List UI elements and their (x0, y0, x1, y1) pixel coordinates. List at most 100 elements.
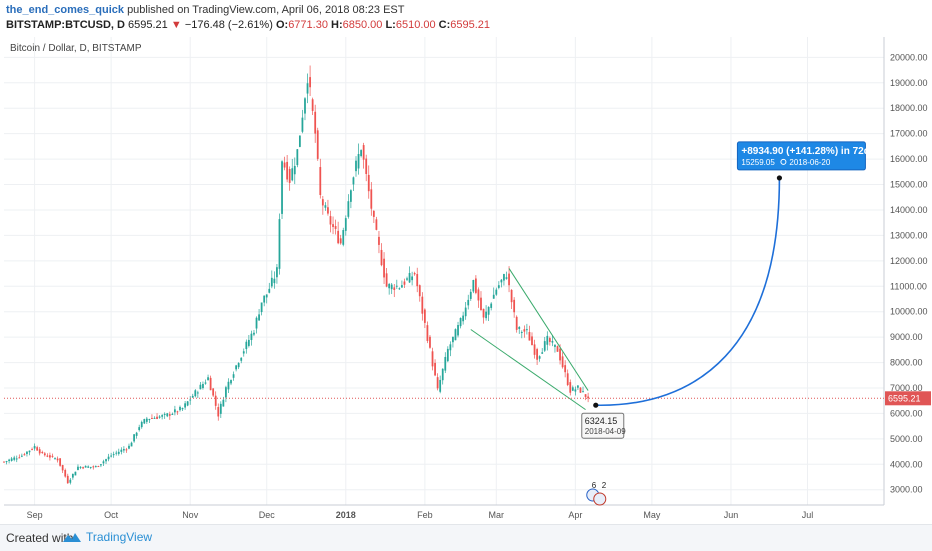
candle-up (174, 409, 176, 413)
candle-down (375, 219, 378, 230)
candle-up (89, 466, 92, 468)
candle-up (120, 449, 123, 452)
candle-up (444, 356, 447, 371)
candle-up (79, 466, 82, 468)
candle-down (176, 411, 179, 413)
candle-down (36, 447, 39, 451)
candle-up (497, 285, 500, 288)
projection-start-box (581, 412, 625, 439)
candle-up (324, 205, 327, 208)
candle-up (406, 278, 408, 280)
candle-up (526, 329, 528, 331)
candle-up (452, 336, 454, 343)
candle-up (541, 352, 544, 354)
candle-down (64, 469, 67, 477)
candle-down (482, 308, 485, 318)
x-tick-label: May (643, 510, 661, 520)
candle-up (33, 446, 36, 449)
tradingview-brand[interactable]: TradingView (62, 530, 152, 544)
candle-up (278, 219, 281, 269)
candle-down (38, 449, 41, 454)
projection-curve[interactable] (595, 177, 781, 406)
candle-up (582, 391, 584, 393)
candle-up (181, 408, 184, 410)
x-tick-label: Oct (104, 510, 119, 520)
candle-down (92, 466, 95, 468)
candle-up (207, 377, 209, 381)
candle-up (347, 201, 350, 217)
candle-up (268, 288, 271, 293)
candle-down (311, 99, 314, 111)
candle-up (408, 273, 411, 283)
candle-up (77, 466, 79, 470)
candle-down (436, 377, 439, 389)
projection-end-change: +8934.90 (+141.28%) in 72d (741, 146, 869, 157)
candle-up (240, 357, 243, 361)
candle-up (352, 177, 355, 185)
candle-up (503, 274, 505, 281)
candle-down (548, 338, 551, 342)
candle-up (158, 416, 161, 418)
candle-down (217, 407, 220, 417)
candle-up (554, 344, 556, 347)
candle-up (191, 395, 194, 398)
candle-down (23, 454, 26, 456)
y-tick-label: 15000.00 (890, 180, 928, 190)
y-tick-label: 4000.00 (890, 459, 923, 469)
candle-down (477, 289, 480, 301)
candle-up (449, 344, 452, 351)
candle-down (332, 224, 334, 228)
candle-up (133, 434, 135, 442)
wedge-upper-line[interactable] (508, 268, 589, 391)
candle-down (339, 238, 342, 244)
event-count-label: 6 (592, 481, 597, 490)
wedge-lower-line[interactable] (470, 329, 586, 411)
y-tick-label: 19000.00 (890, 78, 928, 88)
candle-down (3, 461, 5, 463)
candle-up (441, 368, 444, 381)
candle-up (255, 317, 258, 329)
candle-up (115, 452, 118, 454)
candle-up (276, 267, 278, 278)
projection-end-point[interactable] (776, 175, 783, 181)
candle-up (232, 374, 235, 378)
candle-up (459, 318, 462, 327)
y-tick-label: 11000.00 (890, 281, 927, 291)
candle-down (531, 336, 533, 346)
author-link[interactable]: the_end_comes_quick (6, 4, 124, 16)
candle-up (439, 379, 442, 392)
candlestick-chart[interactable]: 3000.00 4000.00 5000.00 6000.00 7000.00 8000.… (0, 35, 932, 524)
candle-down (125, 449, 128, 451)
candle-down (561, 356, 564, 368)
candle-down (385, 273, 388, 287)
candle-up (273, 278, 276, 284)
candle-down (309, 77, 311, 88)
candle-up (492, 294, 495, 299)
candle-down (418, 285, 421, 297)
candle-down (41, 451, 44, 453)
candle-down (151, 417, 153, 419)
candle-up (538, 356, 541, 359)
x-tick-label: 2018 (336, 510, 356, 520)
candle-down (49, 455, 51, 458)
candle-up (260, 302, 263, 313)
projection-start-value: 6324.15 (585, 416, 618, 426)
y-tick-label: 14000.00 (890, 205, 928, 215)
projection-start-point[interactable] (593, 402, 599, 408)
y-tick-label: 20000.00 (890, 52, 928, 62)
candle-down (319, 167, 322, 195)
candle-up (304, 98, 306, 114)
candle-down (584, 394, 587, 397)
publish-line: the_end_comes_quick published on Trading… (6, 4, 405, 16)
candle-up (74, 471, 77, 476)
candle-down (413, 273, 416, 275)
clock-icon (780, 158, 787, 165)
candle-up (105, 459, 107, 462)
candle-down (556, 346, 559, 352)
candle-up (247, 339, 250, 346)
symbol-name: BITSTAMP:BTCUSD, D (6, 19, 125, 31)
candle-up (166, 413, 169, 417)
us-flag-icon[interactable] (593, 492, 607, 506)
x-tick-label: Jul (802, 510, 814, 520)
x-tick-label: Apr (568, 510, 582, 520)
